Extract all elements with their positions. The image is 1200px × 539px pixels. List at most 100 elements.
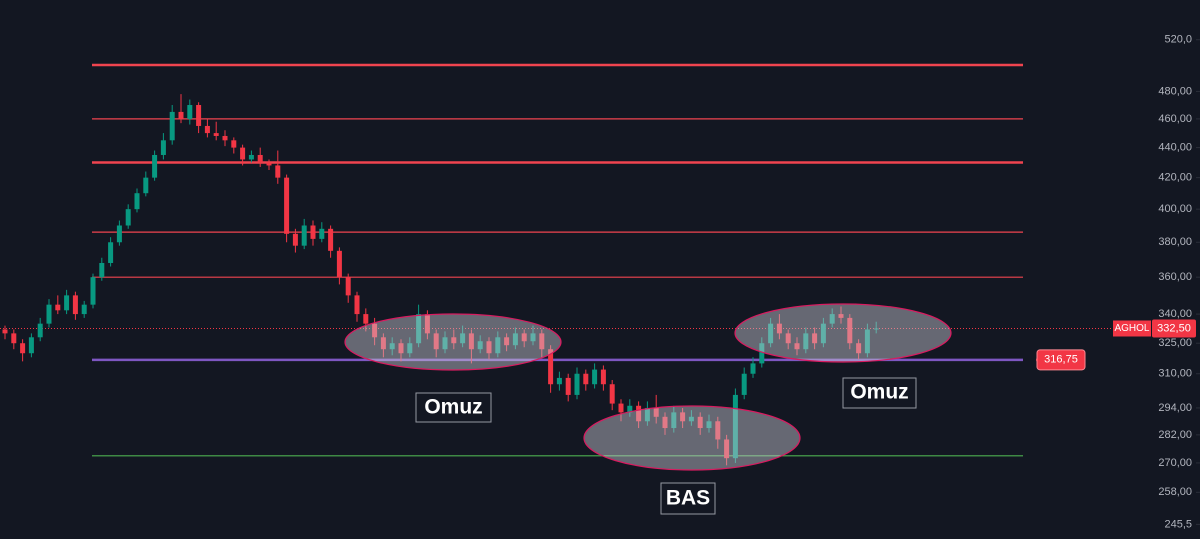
- candle-body: [838, 314, 844, 318]
- candle-body: [512, 333, 518, 346]
- y-tick-label: 420,00: [1158, 172, 1192, 184]
- candle-body: [363, 314, 369, 324]
- candle-body: [301, 225, 307, 246]
- candle-body: [583, 373, 589, 385]
- candle-body: [697, 416, 703, 429]
- symbol-label: AGHOL: [1114, 323, 1149, 334]
- candle-body: [37, 323, 43, 338]
- candle-body: [143, 177, 149, 194]
- candle-body: [706, 421, 712, 429]
- candle-body: [504, 337, 510, 346]
- y-tick-label: 380,00: [1158, 236, 1192, 248]
- candle-body: [864, 329, 870, 354]
- candle-body: [556, 377, 562, 385]
- y-tick-label: 310,00: [1158, 368, 1192, 380]
- candle-body: [64, 295, 70, 311]
- candle-body: [785, 333, 791, 344]
- y-tick-label: 520,0: [1164, 34, 1192, 46]
- head-zone: [583, 405, 801, 471]
- y-tick-label: 258,00: [1158, 486, 1192, 498]
- candle-body: [72, 295, 78, 315]
- candle-body: [389, 343, 395, 350]
- candle-body: [20, 343, 26, 354]
- candle-body: [187, 105, 193, 119]
- candle-body: [539, 333, 545, 350]
- annotation-box: [660, 482, 716, 515]
- candle-body: [284, 177, 290, 234]
- candle-body: [477, 341, 483, 350]
- candle-body: [829, 314, 835, 324]
- last-price-label: 332,50: [1157, 322, 1191, 334]
- candle-body: [407, 343, 413, 354]
- candle-body: [81, 304, 87, 315]
- candle-body: [328, 228, 334, 251]
- candle-body: [715, 421, 721, 440]
- candle-body: [240, 147, 246, 160]
- candle-body: [319, 228, 325, 239]
- candle-body: [424, 314, 430, 334]
- candle-body: [768, 323, 774, 344]
- level-label-box: [1036, 349, 1086, 371]
- candle-body: [741, 373, 747, 395]
- candle-body: [169, 111, 175, 141]
- candle-body: [847, 317, 853, 344]
- candle-body: [178, 111, 184, 119]
- candle-body: [231, 140, 237, 148]
- candle-body: [398, 343, 404, 354]
- y-tick-label: 360,00: [1158, 271, 1192, 283]
- price-axis: 520,0 480,00 460,00 440,00 420,00 400,00 380,0…: [1036, 34, 1200, 530]
- shoulder-zone: [734, 303, 952, 363]
- candle-body: [257, 154, 263, 163]
- candle-body: [380, 337, 386, 350]
- candle-body: [688, 416, 694, 422]
- candle-body: [460, 333, 466, 344]
- candle-body: [433, 333, 439, 350]
- candle-body: [266, 162, 272, 166]
- candle-body: [275, 165, 281, 178]
- candle-body: [28, 337, 34, 354]
- candle-body: [644, 407, 650, 422]
- candle-body: [680, 412, 686, 422]
- candle-body: [636, 405, 642, 422]
- y-tick-label: 460,00: [1158, 113, 1192, 125]
- y-tick-label: 480,00: [1158, 85, 1192, 97]
- candle-body: [116, 225, 122, 243]
- candle-body: [372, 323, 378, 338]
- candle-body: [600, 369, 606, 385]
- candle-body: [90, 277, 96, 305]
- candle-body: [521, 333, 527, 342]
- candle-body: [662, 416, 668, 429]
- candle-body: [222, 135, 228, 141]
- candles: [2, 94, 879, 466]
- candle-body: [627, 405, 633, 413]
- candle-body: [11, 333, 17, 344]
- candle-body: [671, 412, 677, 429]
- candle-body: [2, 329, 8, 334]
- candle-body: [310, 225, 316, 239]
- candle-body: [345, 277, 351, 296]
- shoulder-zone: [344, 313, 562, 371]
- symbol-box: [1113, 320, 1151, 337]
- candle-body: [204, 125, 210, 134]
- candle-body: [653, 407, 659, 417]
- candle-body: [152, 154, 158, 178]
- annotation: Omuz: [850, 381, 908, 404]
- y-tick-label: 270,00: [1158, 457, 1192, 469]
- candle-body: [160, 140, 166, 155]
- annotation: Omuz: [424, 396, 482, 419]
- candle-body: [125, 209, 131, 226]
- candle-body: [336, 250, 342, 278]
- last-price-box: [1152, 319, 1196, 338]
- candle-body: [724, 439, 730, 459]
- candle-body: [486, 341, 492, 354]
- candle-body: [196, 105, 202, 126]
- candle-body: [856, 343, 862, 354]
- candle-body: [873, 328, 879, 330]
- candle-body: [248, 154, 254, 160]
- candle-body: [530, 333, 536, 342]
- candle-body: [292, 233, 298, 246]
- candle-body: [750, 363, 756, 374]
- candle-body: [759, 343, 765, 364]
